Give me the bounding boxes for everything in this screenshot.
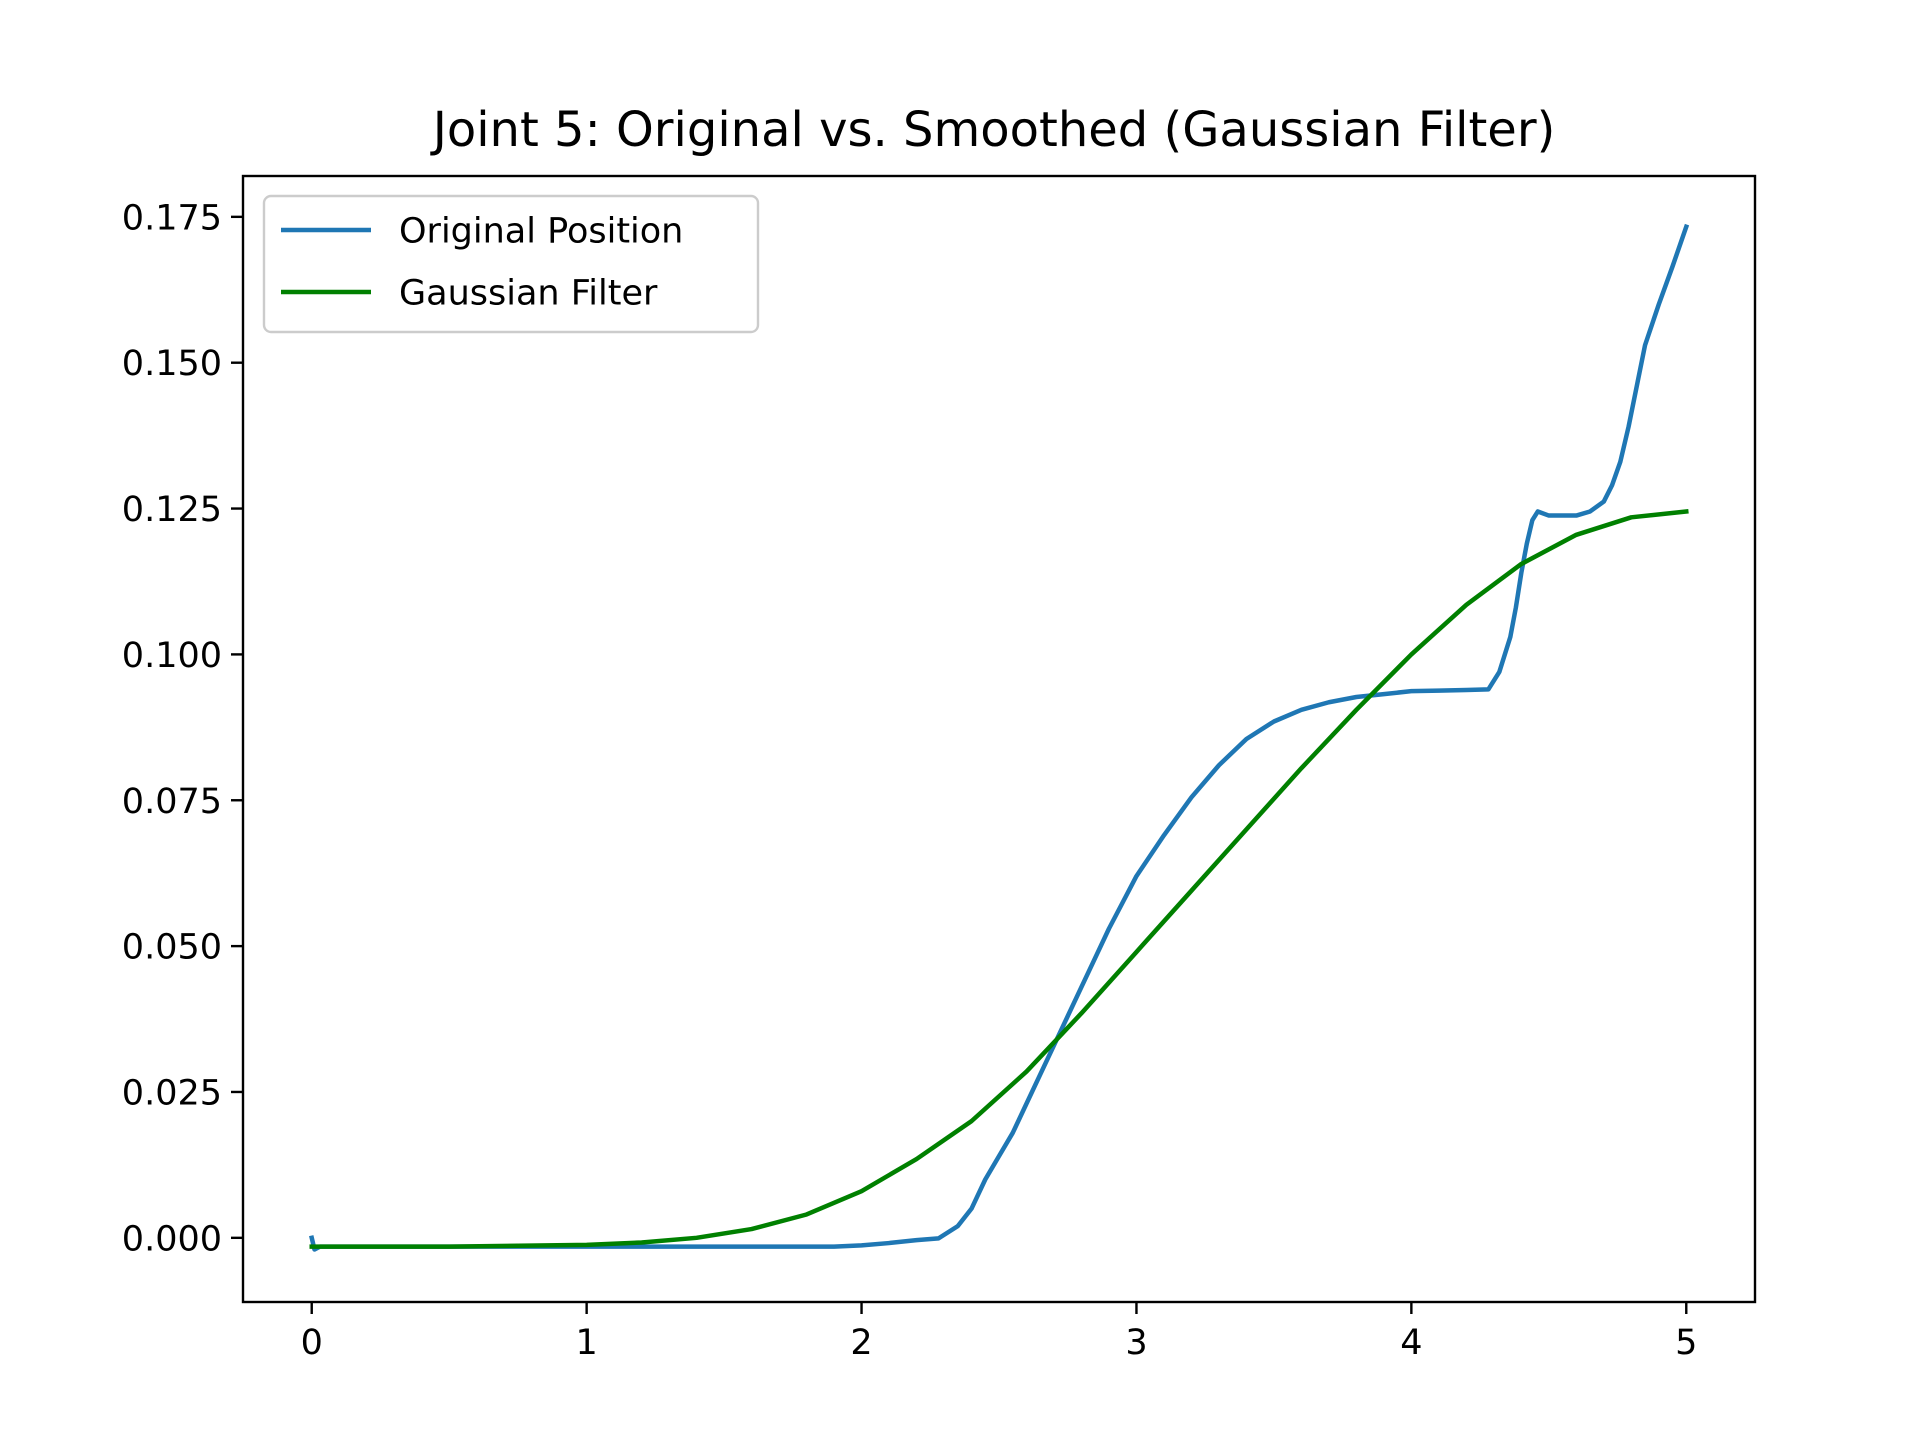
x-tick-label: 3 (1125, 1323, 1147, 1363)
axes-frame (241, 174, 1757, 1304)
plot-area: 0 1 2 3 4 5 0.000 0.025 0.050 0.075 0.100 0.125 0.15… (122, 174, 1757, 1363)
y-tick-label: 0.175 (122, 198, 222, 238)
y-tick-label: 0.100 (122, 636, 222, 676)
series-line-original-position (309, 223, 1690, 1252)
x-tick-label: 1 (575, 1323, 597, 1363)
legend-label-gaussian-filter: Gaussian Filter (399, 274, 658, 314)
series-line-gaussian-filter (309, 508, 1689, 1249)
y-tick-label: 0.125 (122, 490, 222, 530)
chart-title: Joint 5: Original vs. Smoothed (Gaussian… (430, 102, 1556, 158)
y-tick-label: 0.000 (122, 1219, 222, 1259)
x-tick-label: 2 (850, 1323, 872, 1363)
legend-label-original-position: Original Position (399, 212, 683, 252)
x-tick-label: 5 (1675, 1323, 1697, 1363)
legend: Original Position Gaussian Filter (262, 194, 760, 334)
x-tick-label: 4 (1400, 1323, 1422, 1363)
y-tick-label: 0.150 (122, 344, 222, 384)
y-tick-label: 0.050 (122, 928, 222, 968)
x-tick-label: 0 (301, 1323, 323, 1363)
legend-frame (262, 194, 760, 334)
y-tick-label: 0.075 (122, 782, 222, 822)
y-tick-label: 0.025 (122, 1073, 222, 1113)
